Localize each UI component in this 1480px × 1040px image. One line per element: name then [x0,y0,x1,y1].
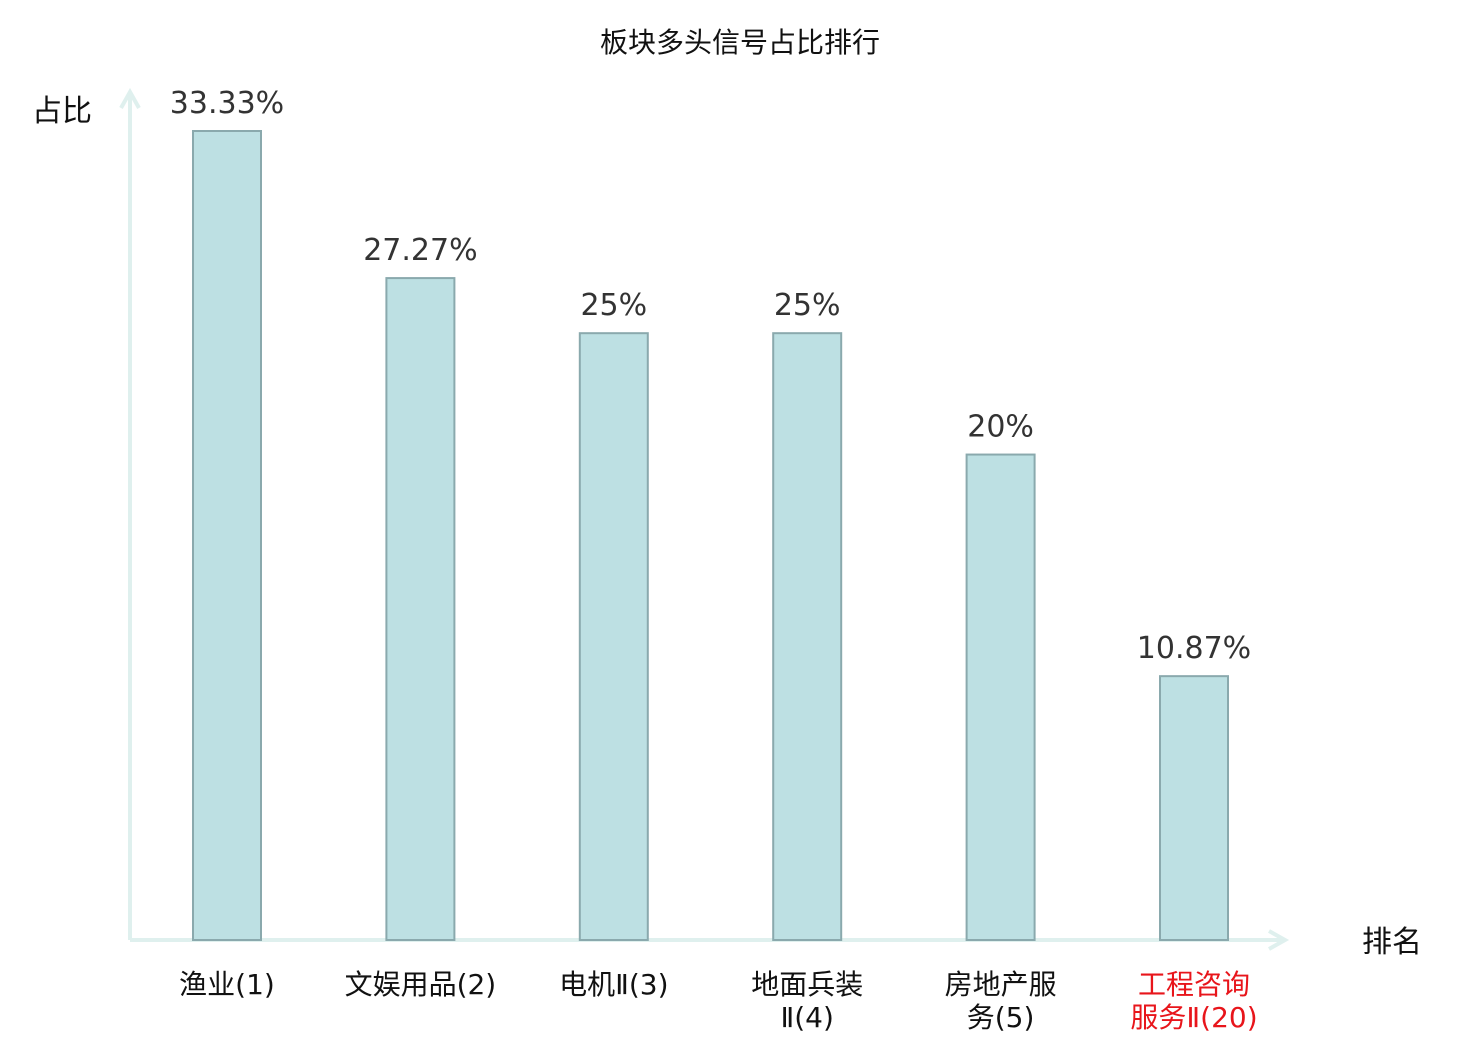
bars-group: 33.33% 渔业(1) 27.27% 文娱用品(2) 25% 电机Ⅱ(3) 25% 地面兵装… [170,86,1258,1034]
x-tick-label: 地面兵装 [751,968,863,1001]
data-label: 25% [580,288,647,323]
x-tick-label: 工程咨询 [1138,968,1250,1001]
y-axis-label: 占比 [32,94,92,129]
bar [385,277,456,942]
bar [192,130,262,941]
data-label: 20% [967,410,1034,445]
data-label: 10.87% [1137,631,1251,666]
x-tick-label: 房地产服 [945,968,1057,1001]
x-tick-label: 电机Ⅱ(3) [559,968,668,1001]
bar [1159,675,1229,941]
x-tick-label: 文娱用品(2) [345,968,497,1001]
y-axis-arrow [119,87,141,109]
bar [578,332,649,941]
chart-title: 板块多头信号占比排行 [600,26,880,59]
bar [965,453,1036,941]
x-axis-arrow [1268,929,1290,951]
x-tick-label: 渔业(1) [179,968,275,1001]
bar [772,332,843,941]
data-label: 27.27% [363,233,477,268]
axes [119,87,1290,951]
x-axis-label: 排名 [1362,925,1422,960]
x-tick-label: 务(5) [967,1001,1035,1034]
x-tick-label: 服务Ⅱ(20) [1130,1001,1257,1034]
data-label: 33.33% [170,86,284,121]
data-label: 25% [774,288,841,323]
x-tick-label: Ⅱ(4) [780,1001,833,1034]
